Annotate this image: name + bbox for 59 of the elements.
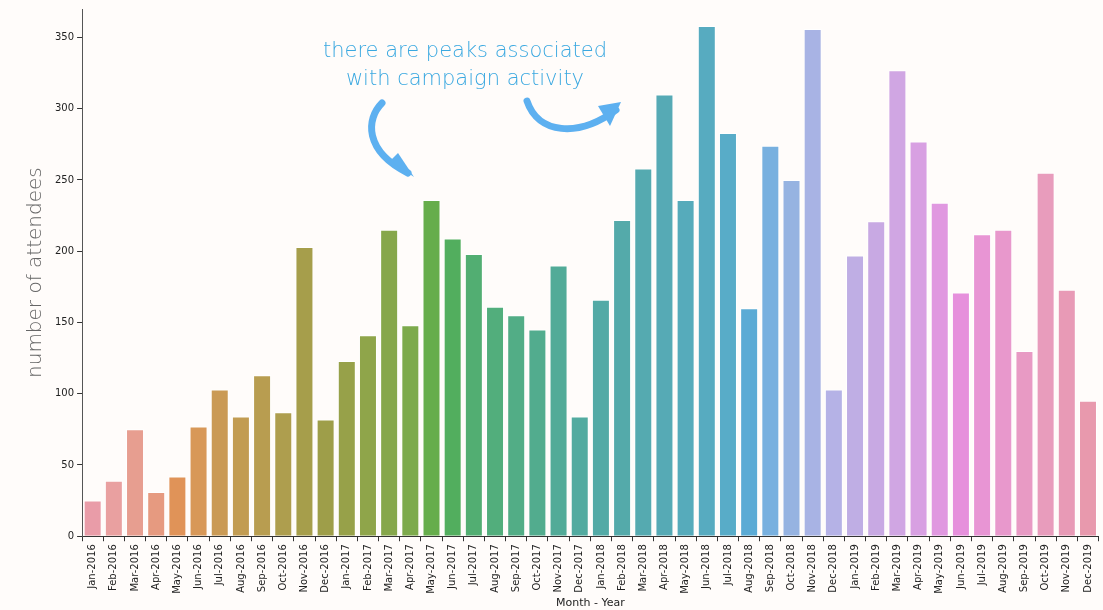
x-tick-label: Jul-2019 xyxy=(975,544,987,587)
x-tick-label: Jun-2018 xyxy=(700,544,712,590)
x-tick-label: Jun-2016 xyxy=(192,544,204,590)
x-tick-label: May-2019 xyxy=(933,544,945,594)
x-tick-label: Nov-2017 xyxy=(552,544,564,593)
x-tick-label: Jun-2017 xyxy=(446,544,458,590)
y-tick-label: 0 xyxy=(67,529,75,541)
y-tick-label: 350 xyxy=(54,31,75,43)
x-tick-label: Jul-2017 xyxy=(467,544,479,587)
x-tick-label: Jan-2018 xyxy=(594,544,606,590)
x-tick-label: Oct-2017 xyxy=(530,544,542,591)
x-tick-label: Mar-2016 xyxy=(128,544,140,592)
x-tick-label: Apr-2019 xyxy=(912,544,924,590)
y-tick-label: 100 xyxy=(54,387,75,399)
x-tick-label: Dec-2016 xyxy=(319,544,331,593)
x-tick-label: Feb-2016 xyxy=(107,544,119,592)
x-tick-label: Aug-2018 xyxy=(742,544,754,593)
x-tick-label: Mar-2017 xyxy=(382,544,394,592)
x-tick-label: Jul-2016 xyxy=(213,544,225,587)
x-tick-label: Feb-2018 xyxy=(615,544,627,592)
y-tick-label: 300 xyxy=(54,102,75,114)
y-axis-title: number of attendees xyxy=(22,167,47,378)
x-tick-label: Feb-2019 xyxy=(869,544,881,592)
x-tick-label: Sep-2017 xyxy=(509,544,521,593)
annotation: there are peaks associated with campaign activity xyxy=(321,37,609,92)
x-tick-label: May-2018 xyxy=(679,544,691,594)
x-tick-label: Aug-2016 xyxy=(234,544,246,593)
x-tick-label: Aug-2019 xyxy=(996,544,1008,593)
x-tick-label: Nov-2018 xyxy=(806,544,818,593)
x-tick-label: Sep-2016 xyxy=(255,544,267,593)
y-tick-label: 50 xyxy=(61,458,75,470)
x-tick-label: May-2017 xyxy=(425,544,437,594)
x-tick-label: Oct-2018 xyxy=(785,544,797,591)
x-tick-label: Nov-2019 xyxy=(1060,544,1072,593)
x-tick-label: Mar-2019 xyxy=(890,544,902,592)
x-tick-label: Feb-2017 xyxy=(361,544,373,592)
y-tick-label: 200 xyxy=(54,244,75,256)
x-tick-label: Dec-2017 xyxy=(573,544,585,593)
x-tick-label: Mar-2018 xyxy=(636,544,648,592)
y-tick-label: 150 xyxy=(54,316,75,328)
x-tick-label: Oct-2019 xyxy=(1039,544,1051,591)
x-tick-label: Apr-2018 xyxy=(658,544,670,590)
x-tick-label: Aug-2017 xyxy=(488,544,500,593)
x-tick-label: Jun-2019 xyxy=(954,544,966,590)
x-tick-label: May-2016 xyxy=(170,544,182,594)
x-tick-label: Oct-2016 xyxy=(276,544,288,591)
x-tick-label: Nov-2016 xyxy=(298,544,310,593)
x-axis-title: Month - Year xyxy=(555,596,626,610)
x-tick-label: Jan-2016 xyxy=(86,544,98,590)
y-tick-label: 250 xyxy=(54,173,75,185)
x-tick-label: Jan-2017 xyxy=(340,544,352,590)
x-tick-label: Apr-2017 xyxy=(403,544,415,590)
x-tick-label: Dec-2018 xyxy=(827,544,839,593)
x-tick-label: Sep-2019 xyxy=(1018,544,1030,593)
x-tick-label: Jan-2019 xyxy=(848,544,860,590)
x-tick-label: Apr-2016 xyxy=(149,544,161,590)
x-tick-label: Jul-2018 xyxy=(721,544,733,587)
x-tick-label: Sep-2018 xyxy=(763,544,775,593)
x-tick-label: Dec-2019 xyxy=(1081,544,1093,593)
